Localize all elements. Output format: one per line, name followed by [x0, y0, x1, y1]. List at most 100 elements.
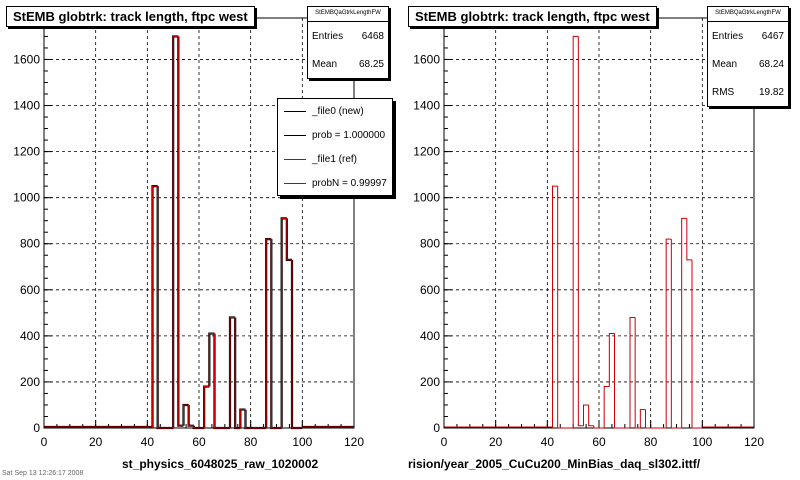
x-tick-label: 100 — [292, 435, 312, 449]
legend-entry-ref: _file1 (ref) — [278, 147, 392, 171]
histogram-bin — [183, 404, 189, 426]
histogram-bin — [629, 316, 636, 428]
x-tick-label: 40 — [141, 435, 155, 449]
legend-label-new: _file0 (new) — [312, 105, 364, 117]
right-stats-box: StEMBQaGtrkLengthFW Entries 6467 Mean 68… — [707, 6, 789, 107]
y-tick-label: 1400 — [13, 99, 40, 113]
x-tick-label: 120 — [744, 435, 764, 449]
histogram-bin — [156, 186, 163, 430]
histogram-bin — [665, 238, 672, 428]
x-tick-label: 120 — [344, 435, 364, 449]
legend-entry-new: _file0 (new) — [278, 99, 392, 123]
y-tick-label: 0 — [33, 421, 40, 435]
left-stats-name: StEMBQaGtrkLengthFW — [308, 7, 388, 22]
left-stats-entries-label: Entries — [312, 30, 344, 42]
right-histogram-panel: 0 20 40 60 80 100 120 0 200 400 600 800 1000 1200 1400… — [400, 0, 800, 480]
left-histogram-plot: 0 20 40 60 80 100 1200200400600800100012001400… — [13, 17, 364, 449]
left-stats-mean-row: Mean 68.25 — [308, 50, 388, 78]
right-histogram-plot: 0 20 40 60 80 100 1200200400600800100012001400… — [413, 17, 764, 449]
histogram-bin — [670, 239, 677, 429]
legend-label-ref: _file1 (ref) — [312, 153, 358, 165]
right-stats-rms-label: RMS — [712, 86, 735, 98]
histogram-bin — [187, 404, 194, 427]
right-stats-mean-label: Mean — [712, 58, 738, 70]
right-stats-mean-row: Mean 68.24 — [708, 50, 788, 78]
histogram-bin — [593, 425, 599, 429]
left-stats-entries-row: Entries 6468 — [308, 22, 388, 50]
y-tick-label: 400 — [420, 329, 440, 343]
right-stats-entries-label: Entries — [712, 30, 744, 42]
histogram-bin — [152, 185, 158, 428]
left-histogram-title: StEMB globtrk: track length, ftpc west — [6, 6, 255, 27]
x-tick-label: 0 — [441, 435, 448, 449]
histogram-bin — [213, 333, 220, 430]
histogram-bin — [265, 238, 272, 428]
right-stats-rms-row: RMS 19.82 — [708, 78, 788, 106]
histogram-bin — [686, 218, 692, 261]
left-histogram-panel: 0 20 40 60 80 100 120 0 200 400 600 800 1000 1200 1400… — [6, 6, 393, 471]
histogram-bin — [572, 35, 579, 428]
left-stats-mean-value: 68.25 — [358, 58, 384, 70]
histogram-bin — [577, 36, 584, 427]
y-tick-label: 1600 — [13, 52, 40, 66]
histogram-bin — [603, 386, 610, 428]
x-tick-label: 20 — [89, 435, 103, 449]
histogram-bin — [691, 259, 698, 429]
right-stats-mean-value: 68.24 — [758, 58, 784, 70]
y-tick-label: 1000 — [413, 191, 440, 205]
x-tick-label: 0 — [41, 435, 48, 449]
histogram-bin — [639, 409, 646, 428]
histogram-bin — [290, 259, 298, 430]
histogram-bin — [552, 185, 558, 428]
comparison-legend: _file0 (new) prob = 1.000000 _file1 (ref… — [277, 98, 393, 196]
y-tick-label: 800 — [420, 237, 440, 251]
histogram-bin — [234, 317, 241, 429]
y-tick-label: 800 — [20, 237, 40, 251]
y-tick-label: 600 — [420, 283, 440, 297]
left-stats-entries-value: 6468 — [361, 30, 384, 42]
histogram-bin — [177, 36, 184, 427]
histogram-bin — [203, 386, 210, 428]
histogram-bin — [244, 409, 251, 430]
right-stats-name: StEMBQaGtrkLengthFW — [708, 7, 788, 22]
x-tick-label: 100 — [692, 435, 712, 449]
right-x-axis-label: rision/year_2005_CuCu200_MinBias_daq_sl3… — [408, 457, 701, 471]
x-tick-label: 20 — [489, 435, 503, 449]
histogram-bin — [281, 217, 287, 428]
histogram-bin — [588, 404, 594, 427]
histogram-bin — [193, 425, 199, 429]
right-stats-rms-value: 19.82 — [758, 86, 784, 98]
y-tick-label: 600 — [20, 283, 40, 297]
histogram-bin — [245, 409, 251, 429]
y-tick-label: 1200 — [13, 145, 40, 159]
legend-line-probn — [284, 182, 306, 184]
right-histogram-title: StEMB globtrk: track length, ftpc west — [408, 6, 657, 27]
x-tick-label: 80 — [244, 435, 258, 449]
y-tick-label: 200 — [20, 375, 40, 389]
histogram-bin — [229, 316, 236, 428]
y-tick-label: 1000 — [13, 191, 40, 205]
x-tick-label: 80 — [644, 435, 658, 449]
histogram-bin — [681, 217, 687, 428]
histogram-bin — [203, 385, 210, 428]
histogram-bin — [608, 333, 615, 387]
histogram-bin — [208, 333, 215, 387]
left-x-axis-label: st_physics_6048025_raw_1020002 — [122, 457, 319, 471]
y-tick-label: 1600 — [413, 52, 440, 66]
x-tick-label: 60 — [192, 435, 206, 449]
legend-label-probn: probN = 0.99997 — [312, 177, 387, 189]
histogram-bin — [270, 239, 277, 430]
legend-label-prob: prob = 1.000000 — [312, 129, 386, 141]
legend-line-new — [284, 110, 306, 112]
legend-line-prob — [284, 134, 306, 136]
histogram-bin — [634, 317, 641, 429]
x-tick-label: 60 — [592, 435, 606, 449]
histogram-bin — [557, 186, 563, 429]
right-stats-entries-row: Entries 6467 — [708, 22, 788, 50]
legend-entry-prob: prob = 1.000000 — [278, 123, 392, 147]
y-tick-label: 0 — [433, 421, 440, 435]
right-stats-entries-value: 6467 — [761, 30, 784, 42]
histogram-bin — [291, 259, 298, 429]
y-tick-label: 1200 — [413, 145, 440, 159]
y-tick-label: 400 — [20, 329, 40, 343]
